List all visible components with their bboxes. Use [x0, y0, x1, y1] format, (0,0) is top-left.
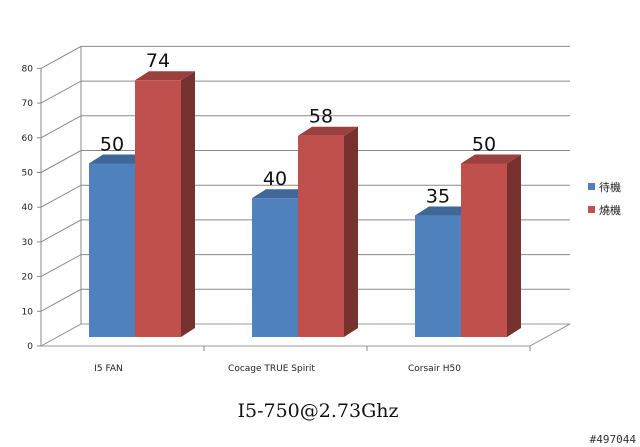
data-label: 35 [426, 186, 450, 208]
bar-front [415, 215, 461, 337]
bars [89, 71, 521, 338]
bar-front [89, 163, 135, 337]
data-label: 74 [146, 50, 170, 72]
bar-top [252, 189, 312, 199]
legend-entry: 燒機 [588, 203, 621, 217]
y-tick-label: 80 [22, 64, 34, 74]
data-labels: 50 74 40 58 35 50 [100, 50, 496, 207]
y-tick-label: 0 [27, 342, 33, 352]
x-category-label: Cocage TRUE Spirit [228, 364, 315, 374]
x-category-label: I5 FAN [94, 364, 122, 374]
bar-top [461, 154, 521, 164]
chart-title: I5-750@2.73Ghz [237, 400, 398, 422]
watermark: #497044 [590, 433, 637, 446]
bar-front [461, 163, 507, 337]
bar-load-1 [135, 71, 195, 337]
bar-front [298, 135, 344, 337]
data-label: 40 [263, 168, 287, 190]
bar-side [181, 71, 195, 337]
y-tick-label: 30 [22, 238, 34, 248]
bar-top [89, 154, 149, 164]
bar-front [135, 80, 181, 337]
y-tick-label: 40 [22, 203, 34, 213]
legend-entry: 待機 [588, 180, 621, 194]
y-tick-label: 20 [22, 273, 34, 283]
data-label: 58 [309, 106, 333, 128]
bar-side [344, 126, 358, 338]
data-label: 50 [100, 134, 124, 156]
legend-label: 待機 [599, 180, 621, 194]
bar-top [415, 206, 475, 216]
legend-swatch [588, 183, 595, 190]
bar-load-3 [461, 154, 521, 337]
data-label: 50 [472, 134, 496, 156]
bar-top [135, 71, 195, 81]
y-tick-label: 10 [22, 307, 34, 317]
y-axis: 0 10 20 30 40 50 60 70 80 [22, 46, 82, 352]
y-tick-label: 50 [22, 169, 34, 179]
bar-top [298, 126, 358, 136]
y-tick-label: 60 [22, 134, 34, 144]
y-tick-label: 70 [22, 99, 34, 109]
x-category-label: Corsair H50 [408, 364, 461, 374]
bar-load-2 [298, 126, 358, 338]
legend-swatch [588, 206, 595, 213]
legend-label: 燒機 [599, 203, 621, 217]
bar-front [252, 198, 298, 337]
x-axis: I5 FAN Cocage TRUE Spirit Corsair H50 [94, 346, 531, 374]
bar-side [507, 154, 521, 337]
